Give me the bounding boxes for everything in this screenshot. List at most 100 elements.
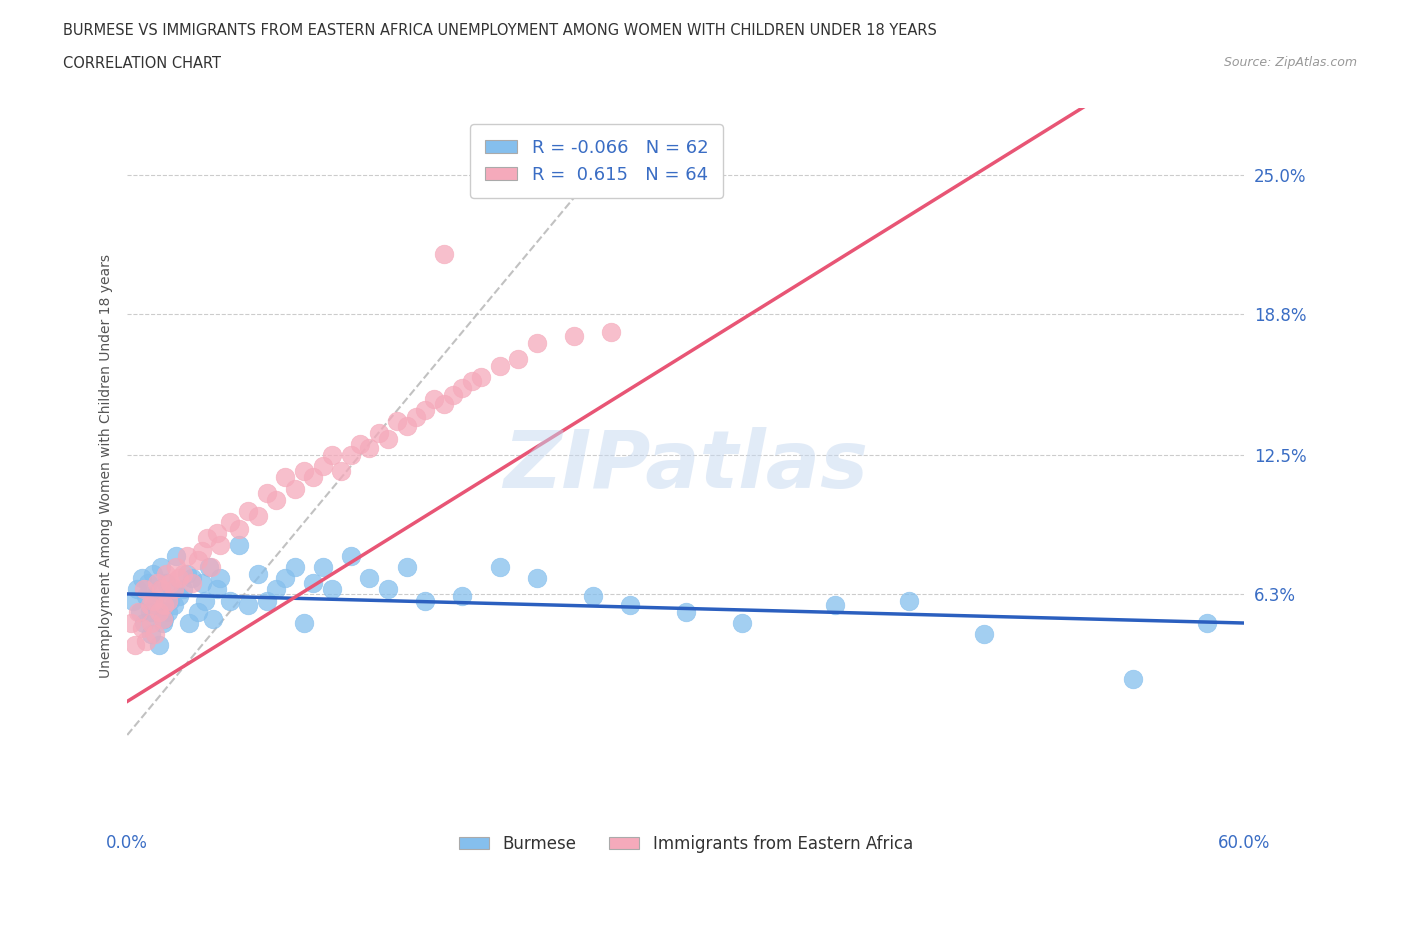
Point (321, 582, 343, 597)
Point (973, 627, 995, 642)
Point (172, 566, 194, 581)
Point (395, 418, 418, 433)
Point (302, 470, 325, 485)
Point (264, 582, 287, 597)
Point (228, 522, 250, 537)
Point (172, 582, 194, 597)
Point (441, 387, 464, 402)
Point (413, 403, 436, 418)
Point (190, 544, 212, 559)
Point (1197, 616, 1219, 631)
Point (198, 560, 221, 575)
Point (177, 616, 200, 631)
Point (165, 549, 187, 564)
Point (169, 589, 191, 604)
Y-axis label: Unemployment Among Women with Children Under 18 years: Unemployment Among Women with Children U… (100, 254, 114, 678)
Point (209, 571, 232, 586)
Point (302, 576, 325, 591)
Point (451, 589, 474, 604)
Point (405, 409, 427, 424)
Point (488, 560, 510, 575)
Point (149, 560, 172, 575)
Point (159, 593, 181, 608)
Point (312, 458, 335, 473)
Point (433, 246, 456, 261)
Point (132, 582, 155, 597)
Point (120, 616, 142, 631)
Point (181, 576, 204, 591)
Point (274, 470, 297, 485)
Legend: Burmese, Immigrants from Eastern Africa: Burmese, Immigrants from Eastern Africa (451, 828, 920, 859)
Point (163, 582, 186, 597)
Point (562, 329, 585, 344)
Point (138, 604, 160, 619)
Point (181, 571, 204, 586)
Point (377, 582, 399, 597)
Point (157, 593, 180, 608)
Point (136, 576, 159, 591)
Point (238, 598, 260, 613)
Point (349, 436, 371, 451)
Text: BURMESE VS IMMIGRANTS FROM EASTERN AFRICA UNEMPLOYMENT AMONG WOMEN WITH CHILDREN: BURMESE VS IMMIGRANTS FROM EASTERN AFRIC… (63, 23, 938, 38)
Point (141, 627, 163, 642)
Point (209, 538, 232, 552)
Point (395, 560, 418, 575)
Point (194, 593, 217, 608)
Point (433, 396, 456, 411)
Text: ZIPatlas: ZIPatlas (503, 427, 869, 505)
Point (246, 566, 269, 581)
Point (264, 492, 287, 507)
Text: CORRELATION CHART: CORRELATION CHART (63, 56, 221, 71)
Point (124, 638, 146, 653)
Point (187, 604, 209, 619)
Point (526, 571, 548, 586)
Text: Source: ZipAtlas.com: Source: ZipAtlas.com (1223, 56, 1357, 69)
Point (169, 571, 191, 586)
Point (132, 616, 155, 631)
Point (155, 576, 177, 591)
Point (146, 576, 169, 591)
Point (824, 598, 846, 613)
Point (141, 616, 163, 631)
Point (508, 352, 530, 366)
Point (274, 571, 297, 586)
Point (238, 504, 260, 519)
Point (367, 425, 389, 440)
Point (460, 374, 482, 389)
Point (201, 611, 224, 626)
Point (157, 604, 180, 619)
Point (143, 627, 166, 642)
Point (582, 589, 605, 604)
Point (148, 604, 170, 619)
Point (146, 584, 169, 599)
Point (149, 582, 172, 597)
Point (176, 549, 198, 564)
Point (387, 414, 409, 429)
Point (135, 589, 157, 604)
Point (359, 441, 381, 456)
Point (131, 571, 153, 586)
Point (451, 380, 474, 395)
Point (195, 530, 218, 545)
Point (1122, 671, 1144, 686)
Point (339, 447, 361, 462)
Point (218, 593, 240, 608)
Point (284, 560, 307, 575)
Point (187, 553, 209, 568)
Point (159, 576, 181, 591)
Point (256, 485, 278, 500)
Point (153, 611, 176, 626)
Point (284, 481, 307, 496)
Point (129, 604, 152, 619)
Point (148, 638, 170, 653)
Point (200, 560, 222, 575)
Point (121, 593, 143, 608)
Point (321, 447, 343, 462)
Point (127, 604, 149, 619)
Point (312, 560, 335, 575)
Point (256, 593, 278, 608)
Point (619, 598, 641, 613)
Point (205, 582, 228, 597)
Point (218, 515, 240, 530)
Point (359, 571, 381, 586)
